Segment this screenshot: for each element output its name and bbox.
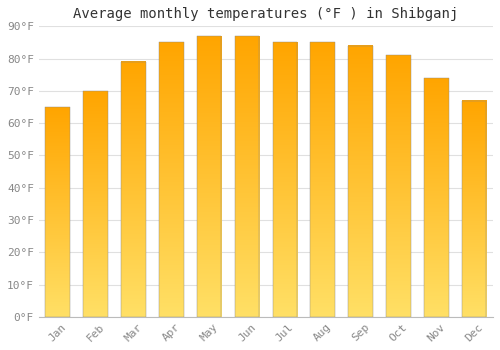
- Title: Average monthly temperatures (°F ) in Shibganj: Average monthly temperatures (°F ) in Sh…: [74, 7, 458, 21]
- Bar: [348, 46, 373, 317]
- Bar: [234, 36, 260, 317]
- Bar: [310, 42, 335, 317]
- Bar: [197, 36, 222, 317]
- Bar: [159, 42, 184, 317]
- Bar: [46, 107, 70, 317]
- Bar: [272, 42, 297, 317]
- Bar: [424, 78, 448, 317]
- Bar: [462, 100, 486, 317]
- Bar: [386, 55, 410, 317]
- Bar: [121, 62, 146, 317]
- Bar: [84, 91, 108, 317]
